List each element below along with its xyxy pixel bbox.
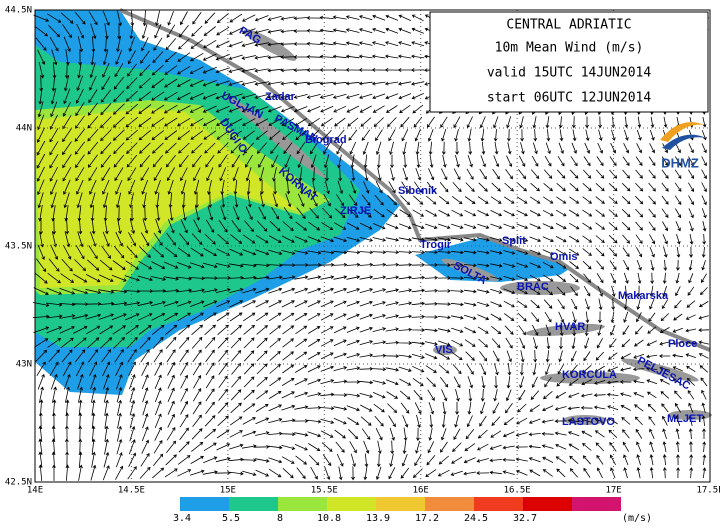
legend-swatch — [180, 497, 229, 511]
lon-label: 16.5E — [504, 486, 531, 496]
logo: DHMZ — [660, 122, 706, 170]
place-label: MLJET — [667, 413, 703, 425]
lat-label: 44.5N — [5, 6, 32, 16]
logo-text: DHMZ — [661, 155, 699, 170]
legend-swatch — [425, 497, 474, 511]
island — [668, 410, 712, 420]
place-label: Trogir — [420, 239, 452, 251]
legend-swatch — [327, 497, 376, 511]
legend-swatch — [523, 497, 572, 511]
lon-label: 16E — [413, 486, 429, 496]
place-label: Makarska — [618, 290, 669, 302]
legend-level: 3.4 — [173, 513, 191, 524]
legend-swatch — [376, 497, 425, 511]
place-label: Omis — [550, 251, 578, 263]
place-label: Zadar — [265, 91, 296, 103]
island — [254, 122, 326, 178]
place-label: LASTOVO — [562, 416, 615, 428]
legend-swatch — [474, 497, 523, 511]
header-line: CENTRAL ADRIATIC — [506, 18, 631, 33]
place-label: ZIRJE — [340, 205, 371, 217]
place-label: Sibenik — [398, 185, 438, 197]
place-label: VIS — [435, 344, 453, 356]
island — [500, 281, 580, 295]
legend-level: 17.2 — [415, 513, 439, 524]
island — [243, 29, 297, 61]
header-line: start 06UTC 12JUN2014 — [487, 91, 652, 106]
lon-label: 15.5E — [311, 486, 338, 496]
island — [621, 358, 699, 382]
island — [441, 258, 499, 282]
lon-label: 17E — [605, 486, 621, 496]
place-label: HVAR — [555, 321, 585, 333]
lon-label: 14E — [27, 486, 43, 496]
lat-label: 44N — [16, 124, 32, 134]
logo-swoosh — [662, 134, 706, 150]
place-label: KORCULA — [562, 369, 617, 381]
lat-label: 42.5N — [5, 478, 32, 488]
island — [540, 372, 640, 384]
wind-arrows — [32, 10, 710, 481]
island — [525, 323, 605, 337]
legend-swatch — [572, 497, 621, 511]
legend-swatch — [278, 497, 327, 511]
legend: 3.4 5.5 8 10.8 13.9 17.2 24.5 32.7 (m/s) — [173, 497, 652, 524]
logo-swoosh — [660, 122, 705, 142]
header-box — [429, 11, 709, 113]
legend-level: 8 — [277, 513, 283, 524]
island — [563, 415, 607, 425]
place-label: Ploce — [668, 338, 697, 350]
header-line: valid 15UTC 14JUN2014 — [487, 66, 652, 81]
legend-level: 24.5 — [464, 513, 488, 524]
lat-label: 43.5N — [5, 242, 32, 252]
place-label: Biograd — [305, 134, 347, 146]
header-line: 10m Mean Wind (m/s) — [495, 41, 644, 56]
island — [433, 345, 457, 355]
arrow-field — [32, 10, 710, 481]
islands — [226, 29, 712, 425]
lon-label: 14.5E — [118, 486, 145, 496]
lon-label: 17.5E — [696, 486, 720, 496]
legend-level: 13.9 — [366, 513, 390, 524]
zone-blue-east — [415, 238, 580, 282]
plot-frame — [34, 9, 711, 483]
legend-level: 32.7 — [513, 513, 537, 524]
legend-level: 10.8 — [317, 513, 341, 524]
legend-level: 5.5 — [222, 513, 240, 524]
place-label: Split — [502, 235, 526, 247]
legend-swatch — [229, 497, 278, 511]
legend-unit: (m/s) — [622, 513, 652, 524]
place-label: BRAC — [517, 281, 549, 293]
lat-label: 43N — [16, 360, 32, 370]
lon-label: 15E — [220, 486, 236, 496]
